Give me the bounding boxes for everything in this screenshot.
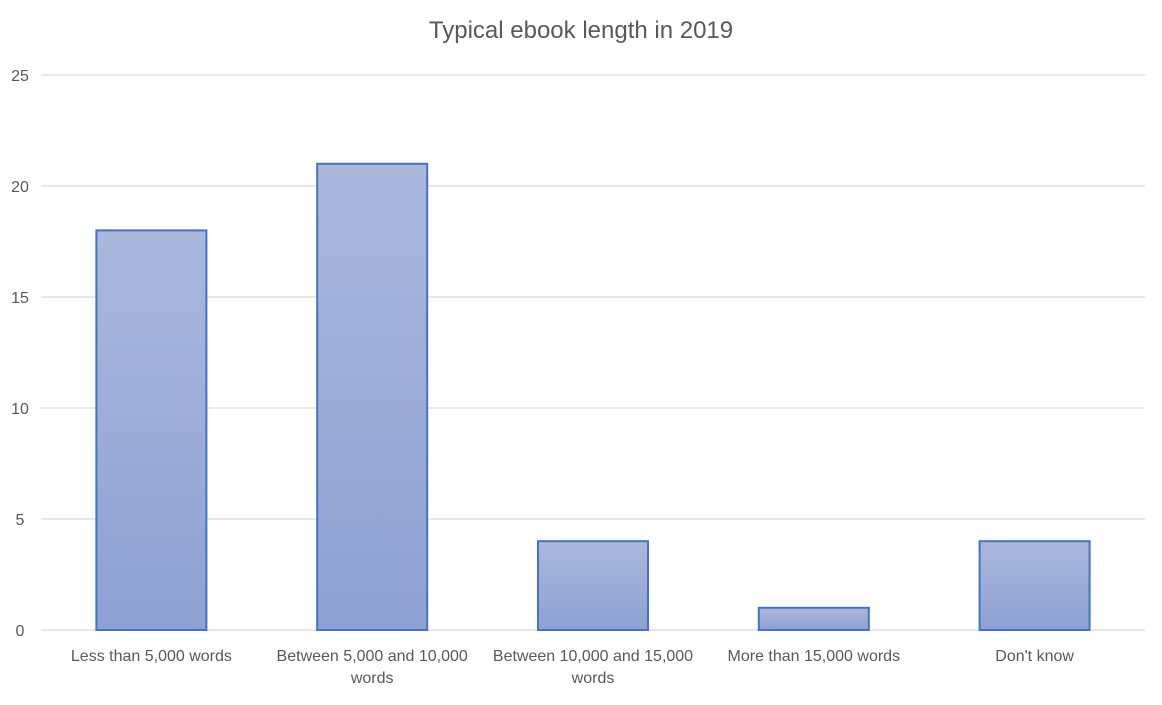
x-tick-label: More than 15,000 words <box>728 648 901 665</box>
bar <box>537 540 649 632</box>
chart-title: Typical ebook length in 2019 <box>429 17 733 44</box>
y-tick-label: 25 <box>11 68 29 85</box>
x-tick-label: words <box>571 670 615 687</box>
x-tick-label: words <box>350 670 394 687</box>
y-tick-label: 15 <box>11 290 29 307</box>
bar <box>95 229 208 631</box>
x-tick-label: Between 10,000 and 15,000 <box>493 648 693 665</box>
x-tick-label: Less than 5,000 words <box>71 648 232 665</box>
x-tick-label: Don't know <box>995 648 1074 665</box>
bar <box>316 162 429 632</box>
y-tick-label: 0 <box>16 623 25 640</box>
x-tick-label: Between 5,000 and 10,000 <box>277 648 468 665</box>
y-tick-label: 20 <box>11 179 29 196</box>
y-tick-label: 5 <box>16 512 25 529</box>
bar <box>978 540 1091 632</box>
y-tick-label: 10 <box>11 401 29 418</box>
bar <box>757 606 870 631</box>
